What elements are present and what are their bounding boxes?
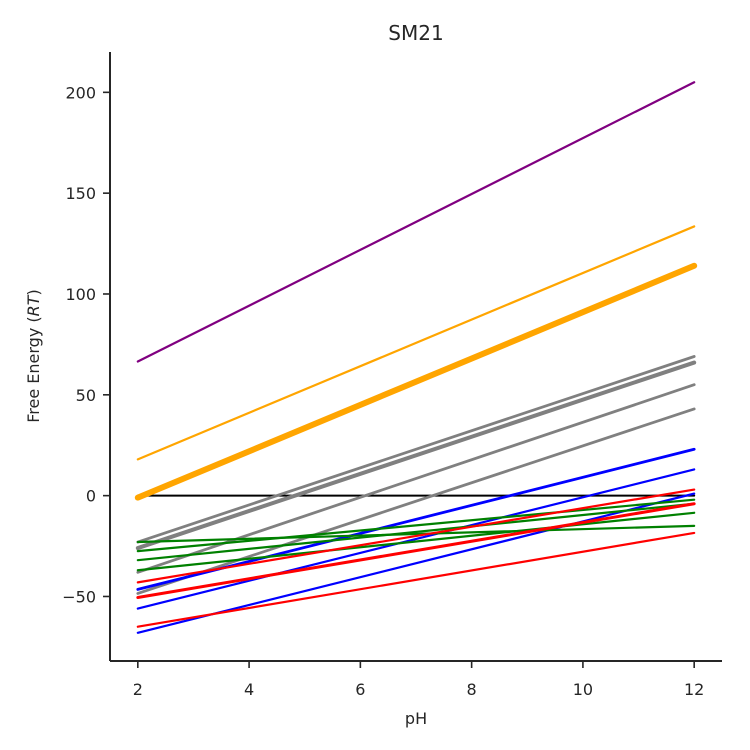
x-tick-label: 10	[573, 680, 593, 699]
y-tick-label: 150	[65, 184, 96, 203]
series-line-13	[136, 502, 696, 562]
series-line-18	[136, 531, 696, 628]
y-axis-label: Free Energy (RT)	[24, 289, 43, 423]
y-axis-label-italic: RT	[24, 294, 43, 316]
x-ticks: 2 4 6 8 10 12	[133, 661, 704, 699]
series-line-17	[136, 502, 696, 599]
y-axis-label-prefix: Free Energy (	[24, 316, 43, 422]
x-tick-label: 12	[684, 680, 704, 699]
chart-title: SM21	[388, 21, 443, 45]
x-tick-label: 6	[355, 680, 365, 699]
series-line-5	[136, 355, 696, 544]
y-tick-label: 50	[76, 386, 96, 405]
y-tick-label: −50	[62, 587, 96, 606]
y-tick-label: 0	[86, 487, 96, 506]
series-line-15	[136, 524, 696, 544]
series-line-7	[136, 383, 696, 574]
series-line-14	[136, 511, 696, 572]
series-line-2	[136, 81, 696, 363]
y-axis-label-suffix: )	[24, 289, 43, 295]
series-line-11	[136, 492, 696, 634]
x-tick-label: 2	[133, 680, 143, 699]
y-tick-label: 200	[65, 83, 96, 102]
series-line-3	[136, 225, 696, 461]
series-line-8	[136, 407, 696, 595]
y-tick-label: 100	[65, 285, 96, 304]
series-layer	[134, 81, 698, 634]
x-axis-label: pH	[405, 709, 427, 728]
series-line-4	[134, 262, 698, 501]
series-line-12	[136, 498, 696, 553]
x-tick-label: 8	[467, 680, 477, 699]
series-line-16	[136, 488, 696, 584]
series-line-10	[136, 468, 696, 610]
x-tick-label: 4	[244, 680, 254, 699]
y-ticks: −50 0 50 100 150 200	[62, 83, 110, 606]
series-line-6	[135, 360, 697, 551]
